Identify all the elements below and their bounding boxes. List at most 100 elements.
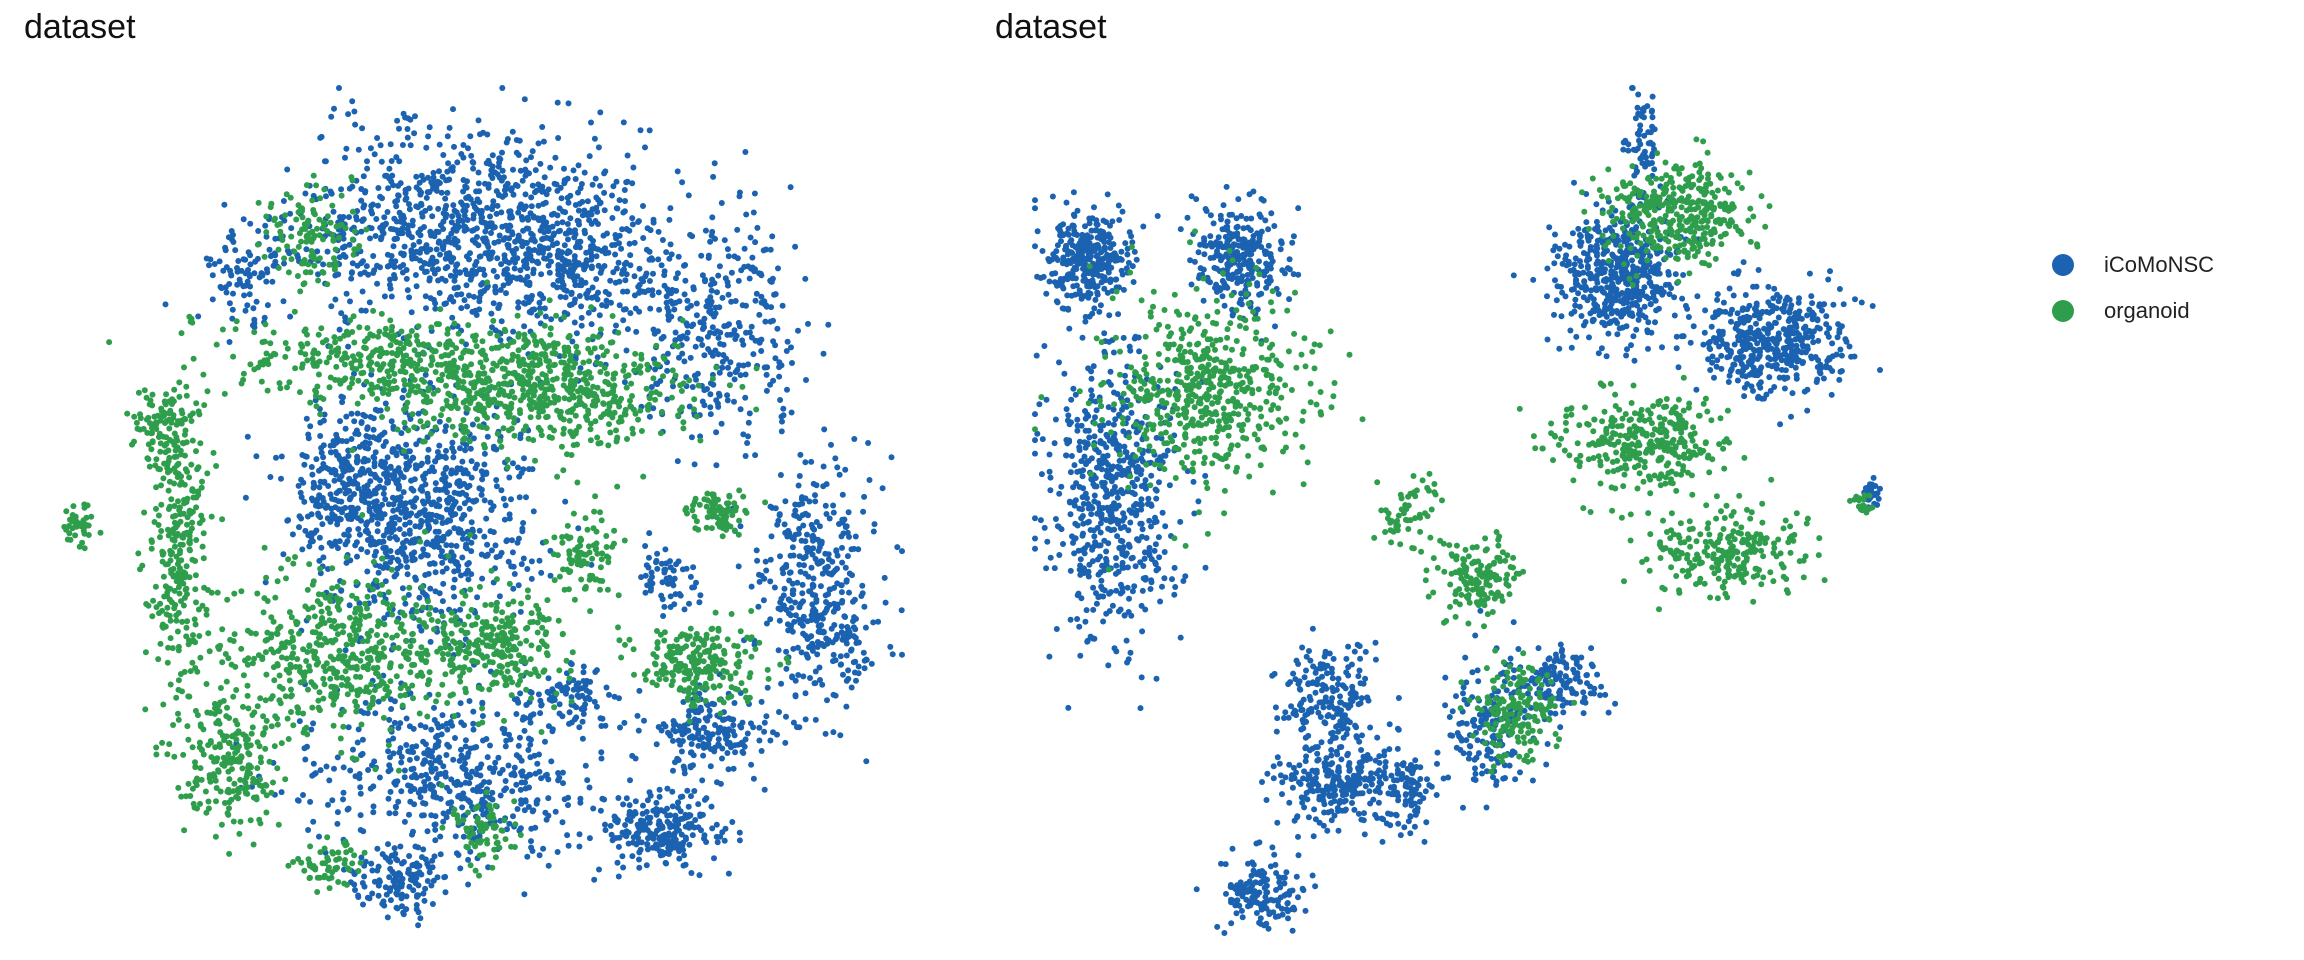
point-icomonsc: [654, 565, 661, 572]
point-icomonsc: [448, 470, 455, 477]
point-organoid: [645, 406, 652, 413]
point-icomonsc: [568, 301, 575, 308]
point-icomonsc: [888, 454, 895, 461]
point-icomonsc: [777, 606, 784, 613]
point-organoid: [580, 389, 587, 396]
point-icomonsc: [381, 293, 388, 300]
point-icomonsc: [382, 400, 389, 407]
point-icomonsc: [330, 208, 337, 215]
point-icomonsc: [470, 227, 477, 233]
point-icomonsc: [413, 576, 419, 583]
point-icomonsc: [267, 474, 274, 480]
point-icomonsc: [761, 575, 768, 582]
point-icomonsc: [367, 235, 373, 242]
point-icomonsc: [539, 236, 546, 243]
point-icomonsc: [308, 530, 315, 537]
point-icomonsc: [481, 533, 488, 540]
point-organoid: [529, 360, 536, 367]
point-icomonsc: [515, 582, 522, 589]
point-icomonsc: [422, 856, 429, 863]
point-organoid: [515, 347, 522, 354]
point-icomonsc: [806, 634, 813, 641]
point-icomonsc: [446, 529, 453, 536]
point-icomonsc: [502, 222, 509, 229]
point-icomonsc: [552, 808, 559, 815]
point-icomonsc: [656, 836, 663, 842]
point-icomonsc: [522, 779, 529, 786]
point-organoid: [551, 394, 558, 401]
point-icomonsc: [579, 735, 586, 742]
point-icomonsc: [834, 580, 841, 587]
point-organoid: [618, 395, 625, 402]
point-icomonsc: [596, 312, 603, 319]
point-icomonsc: [620, 306, 627, 313]
point-organoid: [438, 412, 444, 419]
point-icomonsc: [563, 684, 569, 691]
point-organoid: [598, 414, 604, 421]
point-organoid: [251, 329, 258, 336]
point-icomonsc: [462, 447, 469, 454]
point-icomonsc: [500, 495, 507, 502]
point-icomonsc: [250, 305, 257, 312]
point-organoid: [326, 354, 333, 361]
point-icomonsc: [403, 509, 410, 516]
point-icomonsc: [528, 838, 534, 845]
point-icomonsc: [422, 512, 429, 519]
point-icomonsc: [736, 189, 743, 196]
point-icomonsc: [783, 564, 790, 570]
point-icomonsc: [631, 239, 638, 246]
point-icomonsc: [642, 589, 649, 596]
point-icomonsc: [432, 181, 439, 188]
point-icomonsc: [253, 298, 260, 305]
point-icomonsc: [501, 516, 508, 523]
point-icomonsc: [525, 747, 532, 753]
point-icomonsc: [535, 140, 542, 147]
point-icomonsc: [403, 557, 410, 564]
point-icomonsc: [433, 246, 440, 253]
point-icomonsc: [667, 241, 674, 248]
point-icomonsc: [432, 813, 439, 820]
point-icomonsc: [788, 604, 795, 611]
point-icomonsc: [385, 748, 392, 755]
point-icomonsc: [286, 250, 293, 257]
point-icomonsc: [422, 800, 429, 807]
point-icomonsc: [478, 486, 485, 493]
point-icomonsc: [741, 263, 748, 270]
point-icomonsc: [440, 210, 447, 217]
point-icomonsc: [444, 741, 451, 748]
point-icomonsc: [495, 754, 502, 761]
point-organoid: [511, 432, 518, 439]
point-icomonsc: [359, 288, 366, 295]
point-icomonsc: [712, 347, 719, 354]
point-icomonsc: [718, 420, 725, 427]
point-icomonsc: [352, 887, 358, 893]
point-icomonsc: [435, 277, 442, 284]
point-organoid: [605, 442, 612, 449]
point-icomonsc: [383, 172, 390, 179]
point-icomonsc: [832, 636, 839, 643]
point-icomonsc: [624, 326, 631, 333]
point-icomonsc: [412, 272, 419, 278]
point-icomonsc: [575, 162, 582, 169]
point-icomonsc: [426, 524, 433, 531]
point-icomonsc: [616, 197, 623, 204]
point-icomonsc: [509, 788, 516, 795]
point-icomonsc: [443, 423, 449, 430]
point-icomonsc: [656, 793, 663, 800]
point-icomonsc: [545, 862, 552, 869]
point-icomonsc: [505, 558, 512, 565]
point-icomonsc: [473, 497, 480, 504]
point-icomonsc: [452, 241, 459, 248]
point-organoid: [494, 430, 501, 437]
point-icomonsc: [400, 540, 406, 547]
point-icomonsc: [814, 644, 821, 650]
point-icomonsc: [480, 737, 486, 744]
point-icomonsc: [405, 866, 412, 873]
point-icomonsc: [387, 225, 394, 232]
point-icomonsc: [649, 256, 656, 263]
point-organoid: [632, 350, 639, 357]
point-icomonsc: [698, 827, 704, 834]
point-icomonsc: [341, 243, 348, 250]
point-icomonsc: [368, 207, 375, 214]
point-icomonsc: [427, 585, 434, 592]
